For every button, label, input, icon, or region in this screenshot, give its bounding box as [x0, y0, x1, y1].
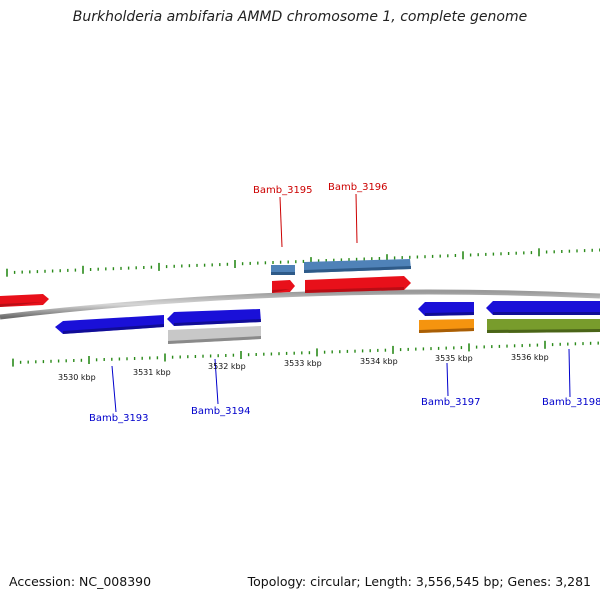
gene-feature-bamb-3193[interactable] — [55, 315, 164, 334]
scale-label: 3530 kbp — [58, 373, 96, 382]
leader-line-bamb-3197 — [446, 362, 449, 397]
scale-label: 3532 kbp — [208, 362, 246, 371]
genome-summary-text: Topology: circular; Length: 3,556,545 bp… — [247, 574, 591, 589]
gene-feature-orange[interactable] — [419, 319, 474, 333]
gene-label-bamb-3196[interactable]: Bamb_3196 — [328, 182, 388, 193]
leader-line-bamb-3196 — [355, 193, 358, 244]
gene-feature-red-large[interactable] — [305, 276, 411, 293]
gene-label-bamb-3197[interactable]: Bamb_3197 — [421, 397, 481, 408]
gene-label-bamb-3198[interactable]: Bamb_3198 — [542, 397, 600, 408]
chromosome-backbone — [0, 289, 600, 320]
inner-tick-track — [12, 340, 599, 367]
accession-text: Accession: NC_008390 — [9, 574, 152, 589]
scale-label: 3531 kbp — [133, 368, 171, 377]
gene-feature-red-small[interactable] — [272, 280, 295, 293]
gene-feature-steel-1[interactable] — [271, 265, 295, 275]
page-title: Burkholderia ambifaria AMMD chromosome 1… — [72, 9, 528, 25]
gene-feature-bamb-3198[interactable] — [486, 301, 600, 315]
scale-label: 3535 kbp — [435, 354, 473, 363]
leader-line-bamb-3195 — [279, 196, 283, 248]
outer-tick-track — [6, 248, 600, 277]
gene-label-bamb-3193[interactable]: Bamb_3193 — [89, 413, 149, 424]
gene-label-bamb-3195[interactable]: Bamb_3195 — [253, 185, 313, 196]
leader-line-bamb-3194 — [214, 358, 219, 405]
gene-feature-olive[interactable] — [487, 319, 600, 333]
gene-feature-steel-2[interactable] — [304, 259, 411, 273]
leader-line-bamb-3198 — [568, 348, 571, 398]
scale-label: 3533 kbp — [284, 359, 322, 368]
gene-label-bamb-3194[interactable]: Bamb_3194 — [191, 406, 251, 417]
scale-label: 3534 kbp — [360, 357, 398, 366]
gene-feature-left-red[interactable] — [0, 294, 49, 307]
gene-feature-grey[interactable] — [168, 326, 261, 344]
gene-feature-bamb-3197[interactable] — [418, 302, 474, 316]
leader-line-bamb-3193 — [111, 365, 117, 413]
scale-label: 3536 kbp — [511, 353, 549, 362]
gene-feature-bamb-3194[interactable] — [167, 309, 261, 326]
